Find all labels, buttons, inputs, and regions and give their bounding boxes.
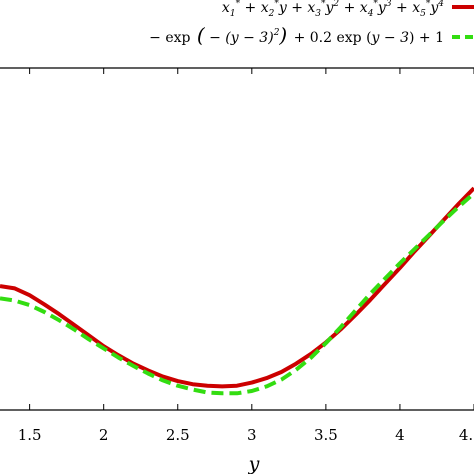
plot-frame (0, 67, 474, 411)
x-tick-label-1: 2 (99, 426, 109, 444)
x-tick-label-3: 3 (247, 426, 257, 444)
x-tick-label-4: 3.5 (314, 426, 338, 444)
x-tick-label-6: 4. (459, 426, 473, 444)
series-line-1 (0, 186, 474, 389)
x-tick-label-0: 1.5 (18, 426, 42, 444)
x-axis-title: y (248, 453, 260, 474)
series-layer (0, 186, 474, 396)
tick-layer: 1.5 2 2.5 3 3.5 4 4. (18, 68, 474, 444)
x-tick-label-5: 4 (395, 426, 405, 444)
legend-entry-2-label: − exp ( − (y − 3)2) + 0.2 exp (y − 3) + … (149, 23, 444, 47)
legend-entry-1-label: x1* + x2*y + x3*y2 + x4*y3 + x5*y4 (222, 0, 444, 19)
series-line-2 (0, 191, 474, 396)
x-tick-label-2: 2.5 (166, 426, 190, 444)
legend: x1* + x2*y + x3*y2 + x4*y3 + x5*y4 − exp… (149, 0, 474, 47)
